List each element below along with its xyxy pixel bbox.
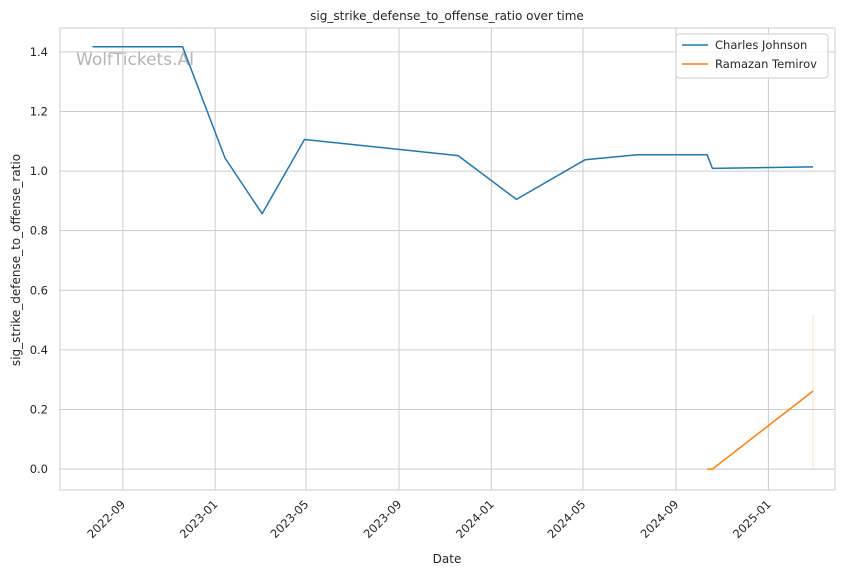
x-tick-label: 2022-09 [84,497,128,541]
series-layer [92,46,814,470]
y-tick-label: 0.0 [30,462,48,476]
series-line-charles-johnson [92,46,814,215]
x-tick-label: 2023-05 [268,497,312,541]
chart-title: sig_strike_defense_to_offense_ratio over… [310,9,584,23]
y-tick-label: 1.0 [30,164,48,178]
y-tick-label: 0.8 [30,224,48,238]
plot-area [59,27,836,491]
y-tick-label: 1.4 [30,45,48,59]
y-tick-label: 1.2 [30,104,48,118]
x-axis-ticks: 2022-09 2023-01 2023-05 2023-09 2024-01 2024-… [84,497,773,541]
y-tick-label: 0.6 [30,283,48,297]
watermark: WolfTickets.AI [76,50,194,70]
y-tick-label: 0.2 [30,403,48,417]
legend: Charles Johnson Ramazan Temirov [675,33,829,79]
y-axis-label: sig_strike_defense_to_offense_ratio [9,154,23,366]
x-tick-label: 2024-01 [453,497,497,541]
x-axis-label: Date [433,552,462,566]
grid-lines [60,28,835,490]
plot-frame [59,27,836,491]
x-tick-label: 2025-01 [730,497,774,541]
legend-label-ramazan-temirov: Ramazan Temirov [715,57,817,71]
x-tick-label: 2023-01 [177,497,221,541]
series-line-ramazan-temirov [707,390,814,470]
legend-box [675,33,829,79]
x-tick-label: 2024-05 [545,497,589,541]
y-axis-ticks: 0.0 0.2 0.4 0.6 0.8 1.0 1.2 1.4 [30,45,48,476]
x-tick-label: 2024-09 [638,497,682,541]
y-tick-label: 0.4 [30,343,48,357]
x-tick-label: 2023-09 [361,497,405,541]
legend-label-charles-johnson: Charles Johnson [715,38,807,52]
